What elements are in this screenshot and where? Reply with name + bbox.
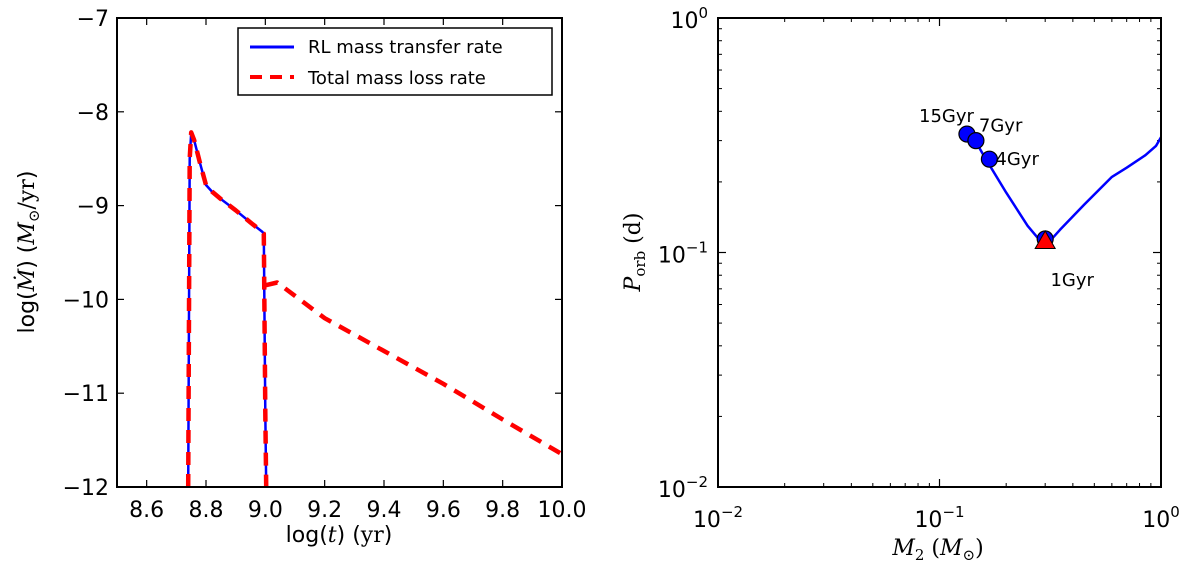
left-y-tick-label: −11 [63, 382, 109, 407]
left-tick-labels: 8.6 8.8 9.0 9.2 9.4 9.6 9.8 10.0 −12 −11 −10 −9 −8 −7 [63, 7, 587, 523]
left-x-tick-label: 8.6 [129, 498, 164, 523]
left-x-tick-label: 8.8 [189, 498, 224, 523]
left-x-tick-label: 9.2 [307, 498, 342, 523]
right-x-tick-label: 100 [1142, 503, 1180, 533]
left-x-tick-label: 10.0 [538, 498, 587, 523]
right-y-tick-label: 100 [670, 4, 708, 34]
legend-label-total: Total mass loss rate [307, 68, 486, 89]
left-y-axis-label: log(Ṁ) (M⊙/yr) [13, 171, 43, 334]
right-y-axis-label: Porb (d) [621, 213, 649, 293]
left-x-axis-label: log(t) (yr) [286, 523, 393, 548]
right-x-tick-label: 10−1 [914, 503, 964, 533]
point-1gyr-triangle [1034, 229, 1057, 249]
left-x-tick-label: 9.6 [426, 498, 461, 523]
left-y-tick-label: −8 [77, 101, 109, 126]
left-x-tick-label: 9.0 [248, 498, 283, 523]
right-x-axis-label: M2 (M⊙) [891, 536, 983, 564]
legend-label-rl: RL mass transfer rate [308, 37, 503, 58]
point-label-7gyr: 7Gyr [979, 116, 1023, 137]
left-chart: 8.6 8.8 9.0 9.2 9.4 9.6 9.8 10.0 −12 −11 −10 −9 −8 −7… [13, 7, 586, 548]
left-y-tick-label: −9 [77, 195, 109, 220]
point-label-15gyr: 15Gyr [919, 106, 975, 127]
left-x-tick-label: 9.4 [367, 498, 402, 523]
left-y-tick-label: −7 [77, 7, 109, 32]
right-tick-labels: 10−2 10−1 100 10−2 10−1 100 [658, 4, 1180, 533]
left-series [185, 130, 564, 488]
legend: RL mass transfer rate Total mass loss ra… [237, 27, 553, 96]
left-y-tick-label: −10 [63, 288, 109, 313]
point-7gyr-marker [967, 132, 985, 150]
rl-mass-transfer-line [186, 131, 268, 488]
right-chart: 15Gyr 7Gyr 4Gyr 1Gyr 10−2 10−1 100 10−2 10−1 100… [621, 4, 1180, 564]
right-x-tick-label: 10−2 [693, 503, 743, 533]
right-y-tick-label: 10−1 [658, 239, 708, 269]
left-plot-frame [116, 17, 563, 488]
left-y-tick-label: −12 [63, 476, 109, 501]
right-ticks [717, 17, 1162, 488]
right-y-tick-label: 10−2 [658, 473, 708, 503]
legend-box [237, 27, 553, 96]
right-plot-frame [717, 17, 1162, 488]
right-points: 15Gyr 7Gyr 4Gyr 1Gyr [919, 106, 1094, 291]
point-label-4gyr: 4Gyr [995, 149, 1039, 170]
total-mass-loss-line [185, 130, 564, 488]
point-4gyr-marker [980, 150, 999, 168]
point-label-1gyr: 1Gyr [1050, 270, 1094, 291]
left-x-tick-label: 9.8 [485, 498, 520, 523]
